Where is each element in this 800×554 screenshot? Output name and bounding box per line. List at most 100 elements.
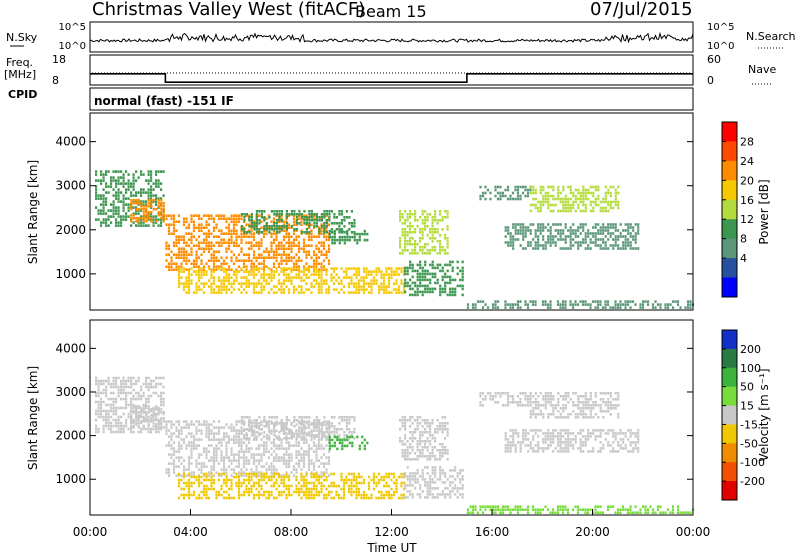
velocity-echo-region <box>466 505 695 514</box>
colorbar-segment <box>722 330 737 350</box>
colorbar-tick-label: -100 <box>740 456 765 469</box>
colorbar-tick-label: 20 <box>740 174 754 187</box>
velocity-echo-region <box>130 405 165 429</box>
power-colorbar: 28 24 20 16 12 8 4 <box>721 121 754 298</box>
power-echoes <box>95 170 695 309</box>
colorbar-tick-label: 15 <box>740 400 754 413</box>
colorbar-segment <box>722 367 737 388</box>
frequency-line <box>90 73 693 83</box>
colorbar-segment <box>722 348 737 369</box>
x-axis-label: Time UT <box>366 541 417 554</box>
date-label: 07/Jul/2015 <box>590 0 693 20</box>
noise-tick-right-bottom: 10^0 <box>707 41 734 52</box>
power-echo-region <box>95 170 165 227</box>
power-echo-region <box>328 229 369 245</box>
x-tick-label: 04:00 <box>173 525 208 539</box>
colorbar-tick-label: -50 <box>740 437 758 450</box>
y-tick-label: 4000 <box>55 341 86 355</box>
velocity-panel: 1000 2000 3000 4000 Slant Range [km] <box>26 319 695 516</box>
colorbar-tick-label: -15 <box>740 418 758 431</box>
colorbar-tick-label: -200 <box>740 475 765 488</box>
cpid-value: normal (fast) -151 IF <box>94 94 234 108</box>
beam-label: Beam 15 <box>355 2 427 21</box>
noise-trace <box>89 31 694 44</box>
frequency-trace <box>90 73 693 83</box>
y-tick-label: 3000 <box>55 385 86 399</box>
y-tick-label: 1000 <box>55 267 86 281</box>
velocity-echo-region <box>504 429 640 453</box>
power-y-label: Slant Range [km] <box>26 160 40 264</box>
colorbar-tick-label: 50 <box>740 381 754 394</box>
colorbar-frame <box>721 121 738 298</box>
colorbar-segment <box>722 160 737 181</box>
power-panel: 1000 2000 3000 4000 Slant Range [km] <box>26 112 695 311</box>
x-tick-label: 00:00 <box>73 525 108 539</box>
colorbar-segment <box>722 141 737 162</box>
time-axis: 00:00 04:00 08:00 12:00 16:00 20:00 00:00 <box>73 509 711 539</box>
power-echo-region <box>466 300 695 309</box>
colorbar-segment <box>722 219 737 240</box>
nsky-label: N.Sky <box>6 31 38 44</box>
power-echo-region <box>130 198 165 223</box>
colorbar-tick-label: 28 <box>740 135 754 148</box>
x-tick-label: 16:00 <box>475 525 510 539</box>
colorbar-segment <box>722 238 737 259</box>
x-tick-label: 08:00 <box>274 525 309 539</box>
colorbar-tick-label: 24 <box>740 155 754 168</box>
power-echo-region <box>240 210 356 234</box>
velocity-y-label: Slant Range [km] <box>26 366 40 470</box>
x-tick-label: 20:00 <box>575 525 610 539</box>
power-echo-region <box>399 210 449 255</box>
power-echo-region <box>529 185 620 213</box>
noise-tick-right-top: 10^5 <box>707 22 734 33</box>
velocity-y-axis: 1000 2000 3000 4000 <box>55 341 693 486</box>
y-tick-label: 3000 <box>55 179 86 193</box>
velocity-echo-region <box>399 416 449 461</box>
velocity-echo-region <box>95 376 165 434</box>
y-tick-label: 4000 <box>55 135 86 149</box>
nsearch-label: N.Search <box>746 30 796 43</box>
colorbar-segment <box>722 180 737 201</box>
colorbar-tick-label: 8 <box>740 233 747 246</box>
y-tick-label: 1000 <box>55 472 86 486</box>
colorbar-tick-label: 100 <box>740 362 761 375</box>
colorbar-segment <box>722 481 737 501</box>
freq-tick-top: 18 <box>52 53 66 66</box>
colorbar-segment <box>722 424 737 444</box>
nave-tick-bottom: 0 <box>707 74 714 87</box>
velocity-echo-region <box>177 472 406 500</box>
cpid-panel: CPID normal (fast) -151 IF <box>8 87 694 111</box>
noise-panel: N.Sky 10^5 10^0 10^5 10^0 N.Search <box>6 21 796 53</box>
colorbar-segment <box>722 199 737 220</box>
x-tick-label: 12:00 <box>374 525 409 539</box>
power-echo-region <box>404 260 464 297</box>
velocity-echoes <box>95 376 695 514</box>
velocity-colorbar-title: Velocity [m s⁻¹] <box>757 368 771 461</box>
power-colorbar-title: Power [dB] <box>757 179 771 244</box>
nave-tick-top: 60 <box>707 53 721 66</box>
colorbar-segment <box>722 405 737 425</box>
nave-label: Nave <box>748 63 776 76</box>
colorbar-segment <box>722 462 737 482</box>
colorbar-segment <box>722 386 737 407</box>
y-tick-label: 2000 <box>55 429 86 443</box>
station-title: Christmas Valley West (fitACF) <box>92 0 365 20</box>
power-echo-region <box>177 267 406 294</box>
colorbar-tick-label: 16 <box>740 194 754 207</box>
freq-label-line2: [MHz] <box>4 68 36 81</box>
velocity-echo-region <box>240 416 356 440</box>
cpid-label: CPID <box>8 88 37 101</box>
velocity-echo-region <box>529 392 620 419</box>
velocity-echo-region <box>404 466 464 499</box>
x-tick-label: 00:00 <box>676 525 711 539</box>
freq-label-line1: Freq. <box>6 56 33 69</box>
velocity-echo-region <box>328 435 369 451</box>
y-tick-label: 2000 <box>55 223 86 237</box>
noise-tick-left-bottom: 10^0 <box>59 41 86 52</box>
power-echo-region <box>504 223 640 250</box>
colorbar-tick-label: 200 <box>740 343 761 356</box>
noise-line <box>89 31 694 44</box>
velocity-echo-region <box>479 392 532 407</box>
colorbar-segment <box>722 443 737 463</box>
